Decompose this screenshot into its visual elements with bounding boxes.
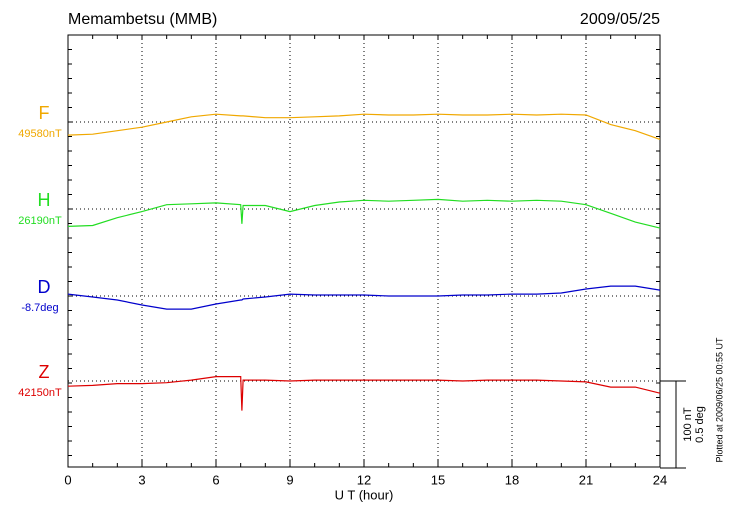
scale-label: 100 nT xyxy=(682,407,694,442)
series-name: Z xyxy=(39,362,50,382)
chart-date: 2009/05/25 xyxy=(580,11,660,28)
x-tick-label: 3 xyxy=(138,472,145,487)
baseline-label: -8.7deg xyxy=(21,302,58,314)
scale-label: 0.5 deg xyxy=(694,406,706,443)
x-tick-label: 0 xyxy=(64,472,71,487)
x-tick-label: 9 xyxy=(286,472,293,487)
x-tick-label: 15 xyxy=(431,472,445,487)
x-tick-label: 24 xyxy=(653,472,667,487)
baseline-label: 49580nT xyxy=(18,128,62,140)
x-axis-label: U T (hour) xyxy=(335,487,394,502)
series-name: D xyxy=(38,277,51,297)
series-line xyxy=(67,113,661,140)
chart-title: Memambetsu (MMB) xyxy=(68,11,217,28)
series-line xyxy=(67,285,661,310)
baseline-label: 26190nT xyxy=(18,215,62,227)
baseline-label: 42150nT xyxy=(18,387,62,399)
x-tick-label: 18 xyxy=(505,472,519,487)
x-tick-label: 21 xyxy=(579,472,593,487)
footnote: Plotted at 2009/06/25 00:55 UT xyxy=(714,337,724,463)
x-tick-label: 12 xyxy=(357,472,371,487)
series-name: H xyxy=(38,190,51,210)
series-line xyxy=(67,198,661,229)
x-tick-label: 6 xyxy=(212,472,219,487)
series-name: F xyxy=(39,103,50,123)
series-line xyxy=(67,376,661,411)
